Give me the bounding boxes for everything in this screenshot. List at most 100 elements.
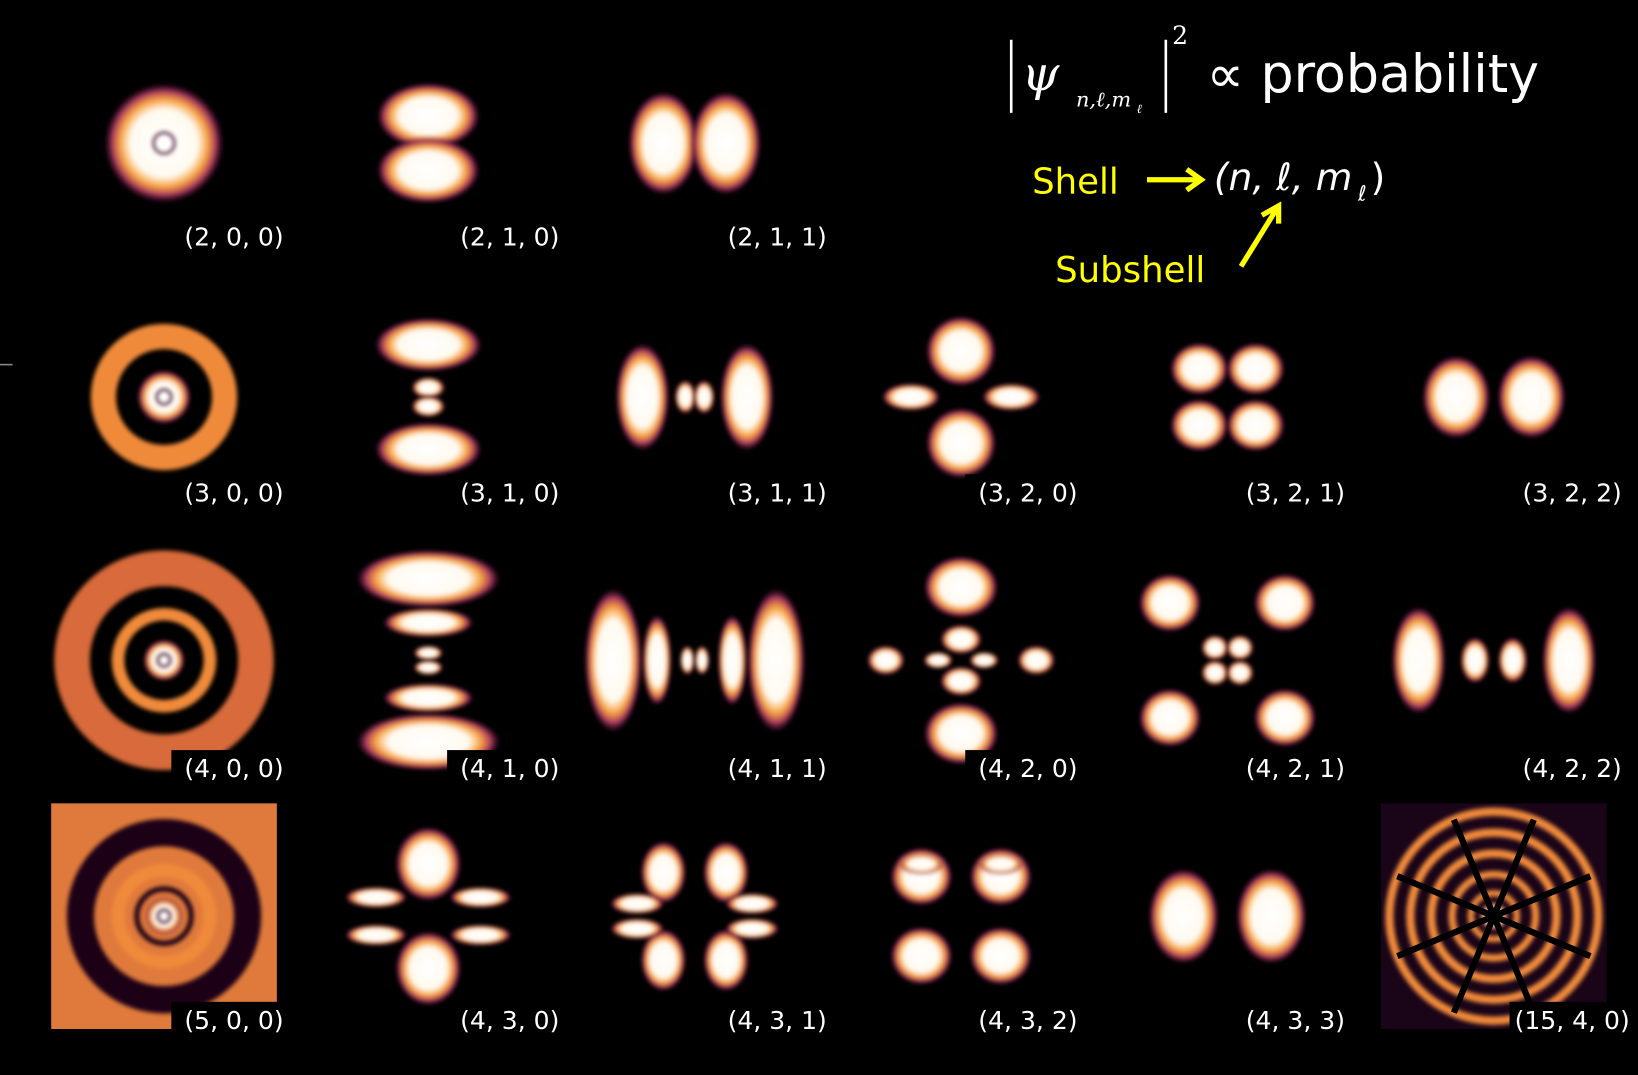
orbital-label: (5, 0, 0) [184,1006,283,1035]
figure: ψ n,ℓ,m ℓ 2 ∝ probability Shell (n, ℓ, m… [0,0,1638,1075]
lobe [1139,574,1202,633]
relation: ∝ probability [1207,45,1540,105]
orbital-label: (2, 1, 1) [728,223,827,252]
lobe [923,652,952,669]
lobe [1254,574,1317,633]
lobe [718,614,747,706]
orbital-label: (4, 1, 1) [728,754,827,783]
orbital-label: (3, 0, 0) [184,478,283,507]
lobe [926,316,997,387]
lobe [382,683,474,712]
lobe [1017,646,1055,675]
psi-subsubscript: ℓ [1137,101,1142,116]
lobe [610,893,664,914]
psi-subscript: n,ℓ,m [1076,88,1131,112]
lobe [680,646,695,675]
lobe [137,370,191,424]
lobe [395,931,462,1006]
lobe [1226,635,1253,660]
lobe [1226,399,1285,451]
orbital-label: (4, 3, 3) [1246,1006,1345,1035]
lobe [867,646,905,675]
subshell-label: Subshell [1055,250,1205,291]
lobe [610,918,664,939]
lobe [926,407,997,478]
lobe [923,556,998,619]
orbital-label: (3, 1, 1) [728,478,827,507]
lobe [1201,660,1228,685]
lobe [1139,688,1202,747]
lobe [642,614,671,706]
orbital-label: (4, 0, 0) [184,754,283,783]
lobe [982,383,1040,410]
orbital-label: (15, 4, 0) [1515,1006,1630,1035]
lobe [145,897,183,935]
orbital-label: (4, 1, 0) [460,754,559,783]
orbital-label: (4, 2, 2) [1523,754,1622,783]
lobe [691,91,762,195]
lobe [940,625,982,654]
lobe [1254,688,1317,747]
lobe [978,854,1024,875]
lobe [725,918,779,939]
orbital-label: (4, 3, 1) [728,1006,827,1035]
page: ψ n,ℓ,m ℓ 2 ∝ probability Shell (n, ℓ, m… [0,0,1638,1075]
tuple-sub: ℓ [1357,182,1367,206]
orbital-label: (2, 0, 0) [184,223,283,252]
lobe [940,667,982,696]
lobe [1201,635,1228,660]
orbital-label: (4, 2, 1) [1246,754,1345,783]
lobe [414,660,443,675]
lobe [628,91,699,195]
orbital-label: (3, 1, 0) [460,478,559,507]
lobe [675,380,696,413]
orbital [1381,803,1607,1029]
lobe [449,887,512,908]
lobe [898,854,944,875]
lobe [1170,399,1229,451]
lobe [1497,355,1566,439]
lobe [382,608,474,637]
lobe [695,646,710,675]
exponent: 2 [1172,21,1188,50]
lobe [345,887,408,908]
lobe [969,927,1032,986]
lobe [395,826,462,901]
lobe [345,925,408,946]
orbital-label: (2, 1, 0) [460,223,559,252]
lobe [725,893,779,914]
lobe [414,646,443,661]
orbital-label: (3, 2, 2) [1523,478,1622,507]
lobe [374,422,483,476]
lobe [449,925,512,946]
psi: ψ [1022,46,1061,102]
lobe [584,587,643,733]
lobe [374,318,483,372]
orbital [103,83,224,204]
lobe [355,550,501,609]
lobe [412,377,445,398]
orbital-label: (3, 2, 1) [1246,478,1345,507]
orbital-label: (4, 2, 0) [978,754,1077,783]
lobe [1460,637,1489,683]
orbital-label: (4, 3, 2) [978,1006,1077,1035]
lobe [376,137,480,204]
lobe [890,927,953,986]
lobe [694,380,715,413]
orbital-label: (4, 3, 0) [460,1006,559,1035]
lobe [720,343,774,452]
shell-label: Shell [1032,161,1119,202]
lobe [1226,343,1285,395]
orbital [51,803,277,1029]
lobe [1148,868,1219,964]
lobe [1422,355,1491,439]
tuple-close: ) [1371,155,1386,199]
lobe [747,587,806,733]
lobe [143,639,185,681]
lobe [1236,868,1307,964]
tuple: (n, ℓ, m [1214,155,1352,199]
lobe [882,383,941,410]
lobe [1498,637,1527,683]
lobe [969,652,998,669]
lobe [1391,606,1445,715]
